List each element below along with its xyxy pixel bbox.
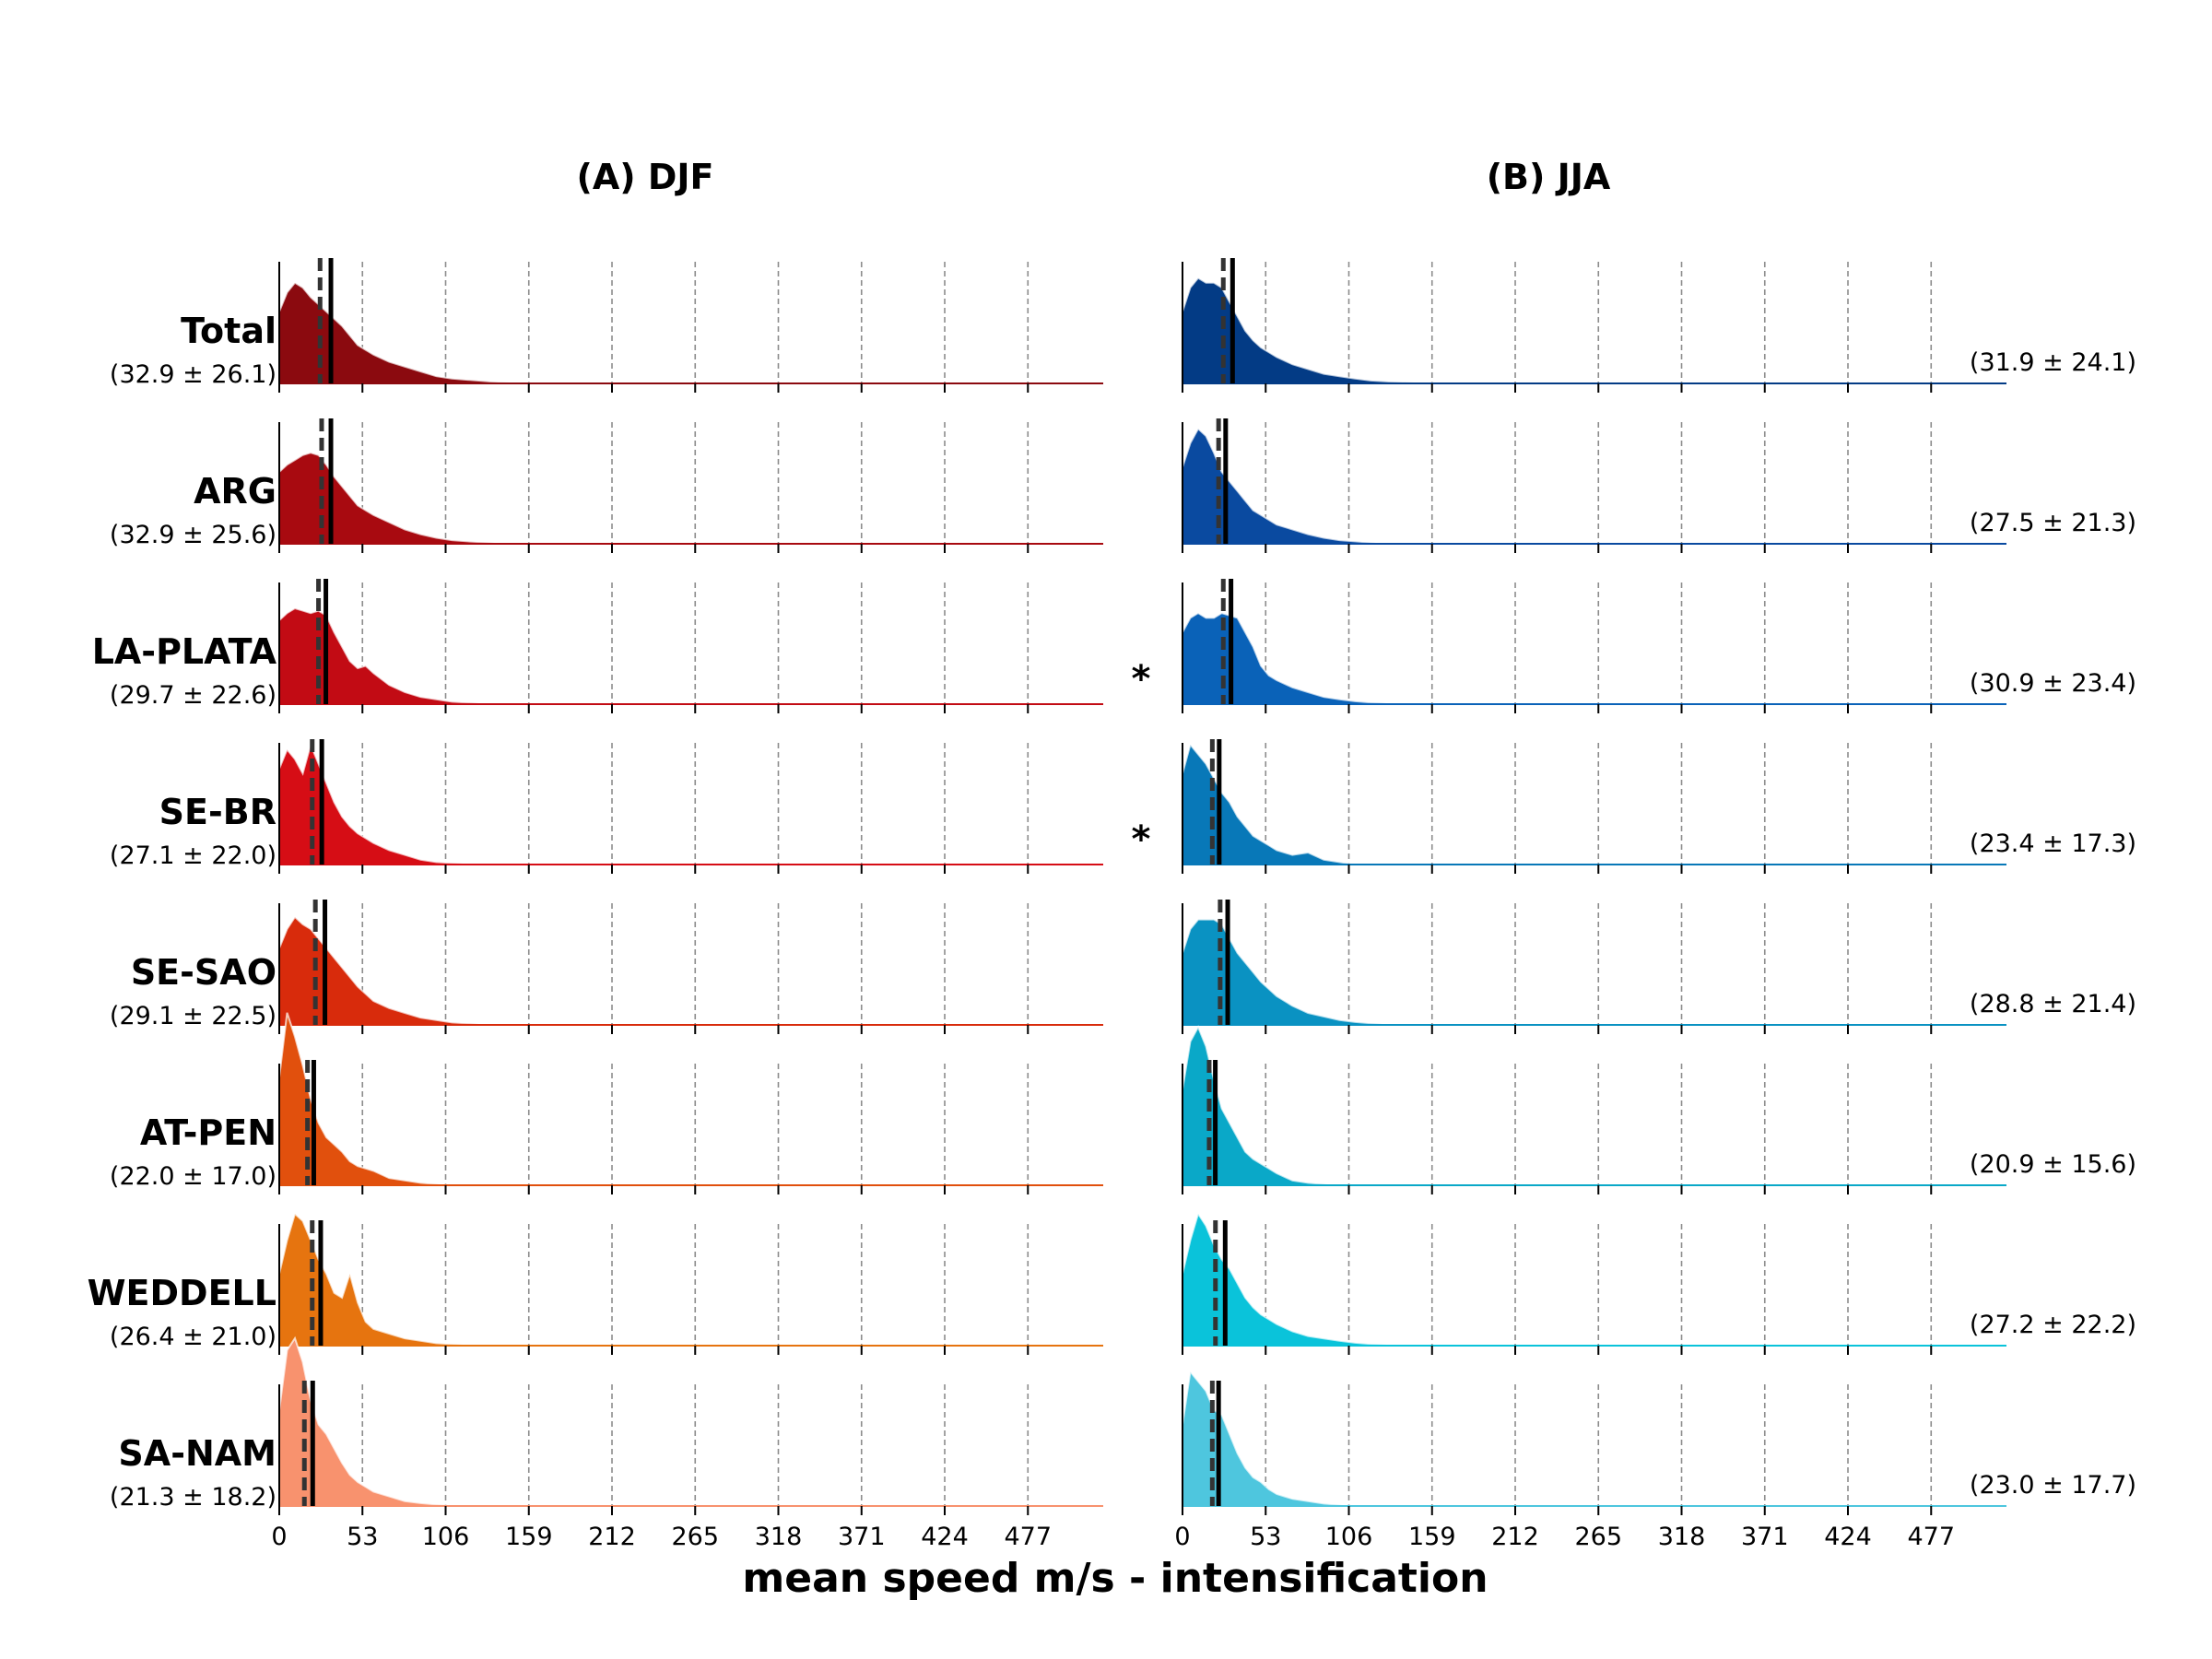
x-tick-label: 0 — [1174, 1523, 1190, 1551]
x-tick-label: 424 — [921, 1523, 969, 1551]
x-tick-label: 106 — [1325, 1523, 1373, 1551]
stat-label: (22.0 ± 17.0) — [110, 1162, 276, 1191]
density-ridge — [278, 1212, 531, 1347]
stat-label: (23.0 ± 17.7) — [1970, 1471, 2136, 1500]
x-tick-label: 424 — [1824, 1523, 1872, 1551]
density-ridge — [1182, 612, 1434, 705]
density-ridge — [278, 741, 531, 865]
x-tick-label: 106 — [422, 1523, 470, 1551]
x-tick-label: 159 — [1408, 1523, 1456, 1551]
stat-label: (28.8 ± 21.4) — [1970, 990, 2136, 1018]
stat-label: (27.2 ± 22.2) — [1970, 1311, 2136, 1339]
density-ridge — [278, 1335, 531, 1507]
stat-label: (29.7 ± 22.6) — [110, 681, 276, 710]
stat-label: (27.5 ± 21.3) — [1970, 509, 2136, 537]
stat-label: (26.4 ± 21.0) — [110, 1323, 276, 1351]
x-tick-label: 318 — [1658, 1523, 1706, 1551]
stat-label: (29.1 ± 22.5) — [110, 1002, 276, 1030]
x-tick-label: 265 — [671, 1523, 719, 1551]
x-tick-label: 318 — [755, 1523, 803, 1551]
region-label: SE-BR — [159, 792, 276, 832]
panel-title: (B) JJA — [1487, 157, 1611, 197]
x-tick-label: 371 — [1741, 1523, 1789, 1551]
stat-label: (20.9 ± 15.6) — [1970, 1150, 2136, 1179]
stat-label: (32.9 ± 26.1) — [110, 360, 276, 389]
x-tick-label: 0 — [271, 1523, 287, 1551]
x-tick-label: 212 — [1491, 1523, 1539, 1551]
stat-label: (27.1 ± 22.0) — [110, 841, 276, 870]
density-ridge — [1182, 1211, 1434, 1347]
stat-label: (30.9 ± 23.4) — [1970, 669, 2136, 698]
panel-title: (A) DJF — [576, 157, 713, 197]
stat-label: (31.9 ± 24.1) — [1970, 348, 2136, 377]
x-tick-label: 53 — [1250, 1523, 1281, 1551]
x-axis-title: mean speed m/s - intensification — [742, 1555, 1488, 1602]
stat-label: (23.4 ± 17.3) — [1970, 830, 2136, 858]
region-label: ARG — [194, 471, 276, 512]
significance-marker: * — [1132, 658, 1151, 700]
density-ridge — [278, 452, 532, 545]
x-tick-label: 159 — [505, 1523, 553, 1551]
density-ridge — [1182, 276, 1435, 384]
density-ridge — [278, 281, 532, 384]
region-label: WEDDELL — [88, 1273, 276, 1313]
x-tick-label: 212 — [588, 1523, 636, 1551]
region-label: SE-SAO — [131, 952, 276, 993]
x-tick-label: 53 — [347, 1523, 378, 1551]
region-label: LA-PLATA — [92, 631, 277, 672]
region-label: AT-PEN — [140, 1112, 276, 1153]
x-tick-label: 477 — [1907, 1523, 1955, 1551]
stat-label: (21.3 ± 18.2) — [110, 1483, 276, 1512]
significance-marker: * — [1132, 818, 1151, 861]
density-ridge — [1182, 1025, 1434, 1186]
x-tick-label: 477 — [1004, 1523, 1052, 1551]
region-label: SA-NAM — [118, 1433, 276, 1474]
stat-label: (32.9 ± 25.6) — [110, 521, 276, 549]
x-tick-label: 265 — [1574, 1523, 1622, 1551]
x-tick-label: 371 — [838, 1523, 886, 1551]
density-ridge — [278, 1012, 531, 1186]
region-label: Total — [181, 311, 276, 351]
